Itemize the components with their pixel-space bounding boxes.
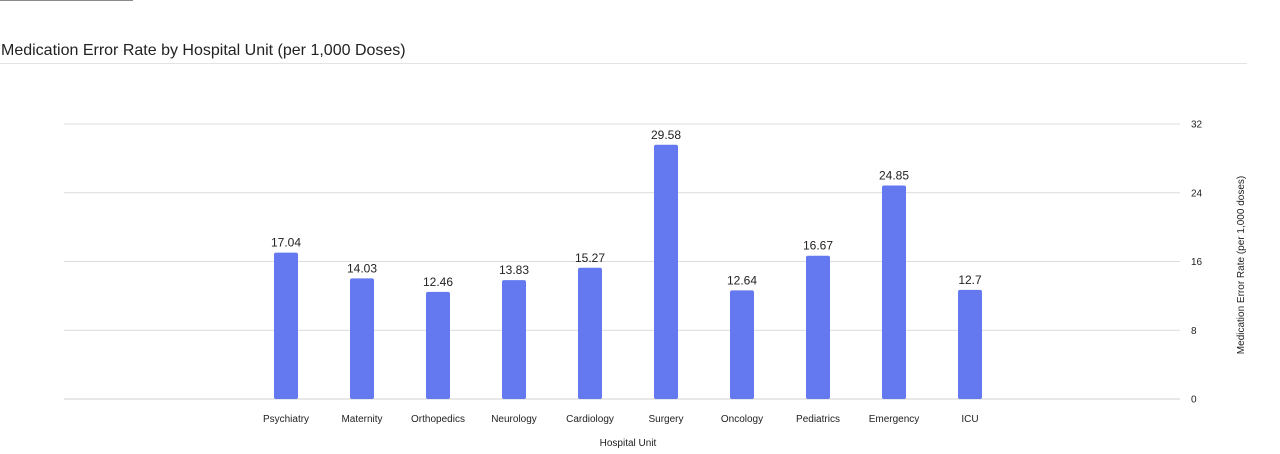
x-tick-label: Oncology — [721, 414, 763, 425]
bar[interactable] — [882, 185, 906, 399]
bar[interactable] — [502, 280, 526, 399]
y-axis-label: Medication Error Rate (per 1,000 doses) — [1236, 176, 1247, 354]
data-label: 16.67 — [803, 239, 833, 253]
x-tick-label: ICU — [961, 414, 978, 425]
data-label: 29.58 — [651, 128, 681, 142]
y-tick-label: 8 — [1191, 326, 1197, 337]
data-label: 13.83 — [499, 263, 529, 277]
y-tick-label: 16 — [1191, 257, 1203, 268]
y-tick-label: 24 — [1191, 188, 1203, 199]
x-tick-label: Psychiatry — [263, 414, 309, 425]
x-tick-label: Pediatrics — [796, 414, 840, 425]
value-labels: 17.04 14.03 12.46 13.83 15.27 29.58 12.64 16.67… — [271, 128, 982, 289]
chart-title: Medication Error Rate by Hospital Unit (… — [1, 42, 406, 59]
y-tick-label: 0 — [1191, 395, 1197, 406]
data-label: 12.7 — [958, 273, 982, 287]
bar[interactable] — [806, 255, 830, 399]
x-axis-categories: Psychiatry Maternity Orthopedics Neurology C… — [263, 414, 979, 425]
bar[interactable] — [426, 291, 450, 399]
x-tick-label: Surgery — [648, 414, 683, 425]
top-divider — [0, 0, 133, 1]
bar[interactable] — [958, 289, 982, 399]
title-divider — [0, 63, 1247, 64]
data-label: 14.03 — [347, 261, 377, 275]
data-label: 17.04 — [271, 236, 301, 250]
gridlines — [64, 123, 1180, 400]
x-tick-label: Cardiology — [566, 414, 614, 425]
data-label: 24.85 — [879, 168, 909, 182]
bar[interactable] — [274, 252, 298, 399]
y-tick-label: 32 — [1191, 120, 1203, 131]
x-tick-label: Emergency — [869, 414, 920, 425]
x-tick-label: Orthopedics — [411, 414, 465, 425]
x-tick-label: Neurology — [491, 414, 537, 425]
data-label: 12.64 — [727, 273, 757, 287]
bar[interactable] — [654, 144, 678, 399]
bar[interactable] — [350, 278, 374, 399]
data-label: 12.46 — [423, 275, 453, 289]
data-label: 15.27 — [575, 251, 605, 265]
bars — [274, 144, 982, 399]
x-axis-label: Hospital Unit — [600, 438, 657, 449]
x-tick-label: Maternity — [341, 414, 382, 425]
y-axis-ticks: 0 8 16 24 32 — [1191, 120, 1203, 406]
bar[interactable] — [730, 290, 754, 399]
bar[interactable] — [578, 267, 602, 399]
